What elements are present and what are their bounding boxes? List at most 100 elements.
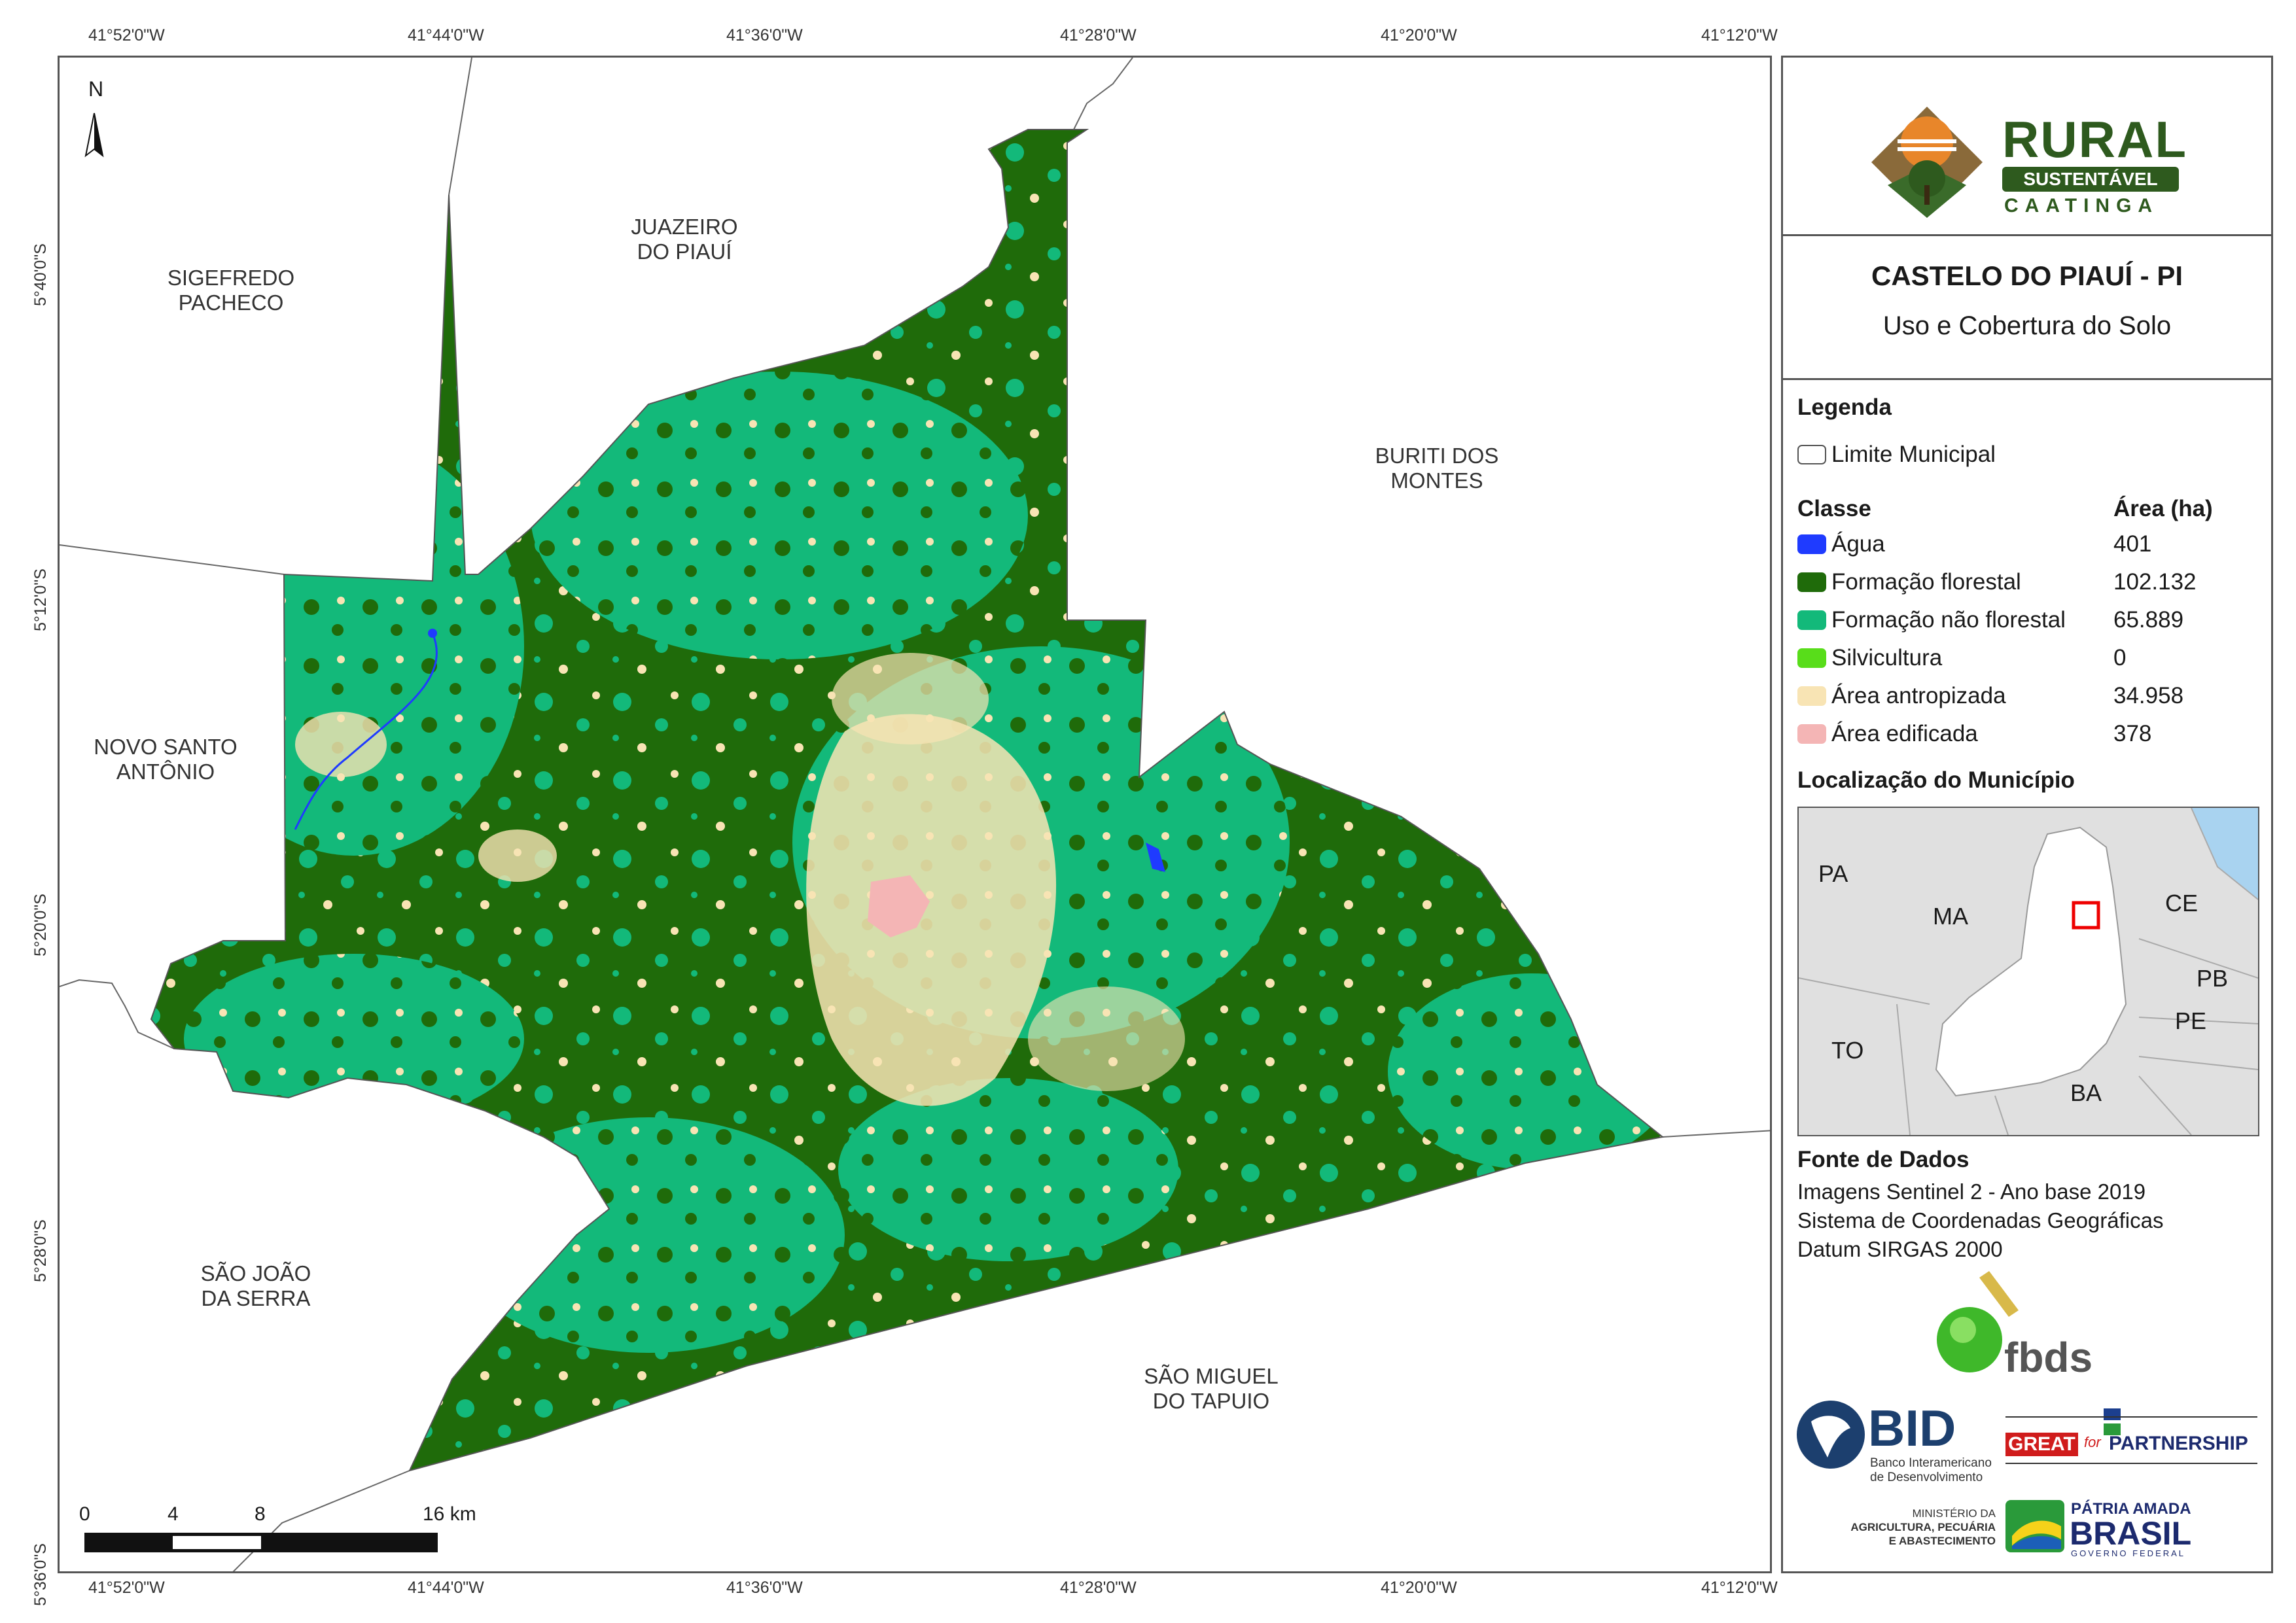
bid-logo: BID Banco Interamericano de Desenvolvimen… [1795, 1399, 2004, 1490]
ministry-text: MINISTÉRIO DA AGRICULTURA, PECUÁRIA E AB… [1850, 1507, 1996, 1547]
left-coord-3: 5°20'0"S [31, 894, 50, 956]
bid-text: BID [1868, 1399, 1956, 1457]
loc-label-pa: PA [1818, 860, 1848, 887]
neighbor-label-novo-santo: NOVO SANTO ANTÔNIO [94, 735, 238, 784]
map-canvas[interactable] [60, 58, 1772, 1573]
rural-logo: RURAL SUSTENTÁVEL CAATINGA [1862, 94, 2202, 231]
map-subtitle: Uso e Cobertura do Solo [1882, 311, 2172, 340]
location-inset-map [1799, 808, 2258, 1135]
logo-rural: RURAL [2002, 111, 2187, 168]
fbds-text: fbds [2004, 1334, 2093, 1381]
brasil-logo: PÁTRIA AMADA BRASIL GOVERNO FEDERAL [2005, 1500, 2267, 1559]
top-coord-4: 41°28'0"W [1060, 26, 1137, 44]
bottom-coord-3: 41°36'0"W [726, 1579, 803, 1597]
legend-row-formacao-florestal: Formação florestal [1797, 568, 2021, 597]
swatch-formacao-florestal [1797, 572, 1826, 592]
bottom-coord-4: 41°28'0"W [1060, 1579, 1137, 1597]
bottom-coord-6: 41°12'0"W [1701, 1579, 1778, 1597]
legend-row-formacao-nao-florestal: Formação não florestal [1797, 606, 2066, 635]
source-title: Fonte de Dados [1797, 1147, 1969, 1172]
area-formacao-florestal: 102.132 [2113, 569, 2197, 595]
area-agua: 401 [2113, 531, 2152, 557]
left-coord-4: 5°28'0"S [31, 1219, 50, 1282]
great-for: for [2084, 1434, 2101, 1450]
separator-1 [1783, 234, 2271, 236]
left-coord-5: 5°36'0"S [31, 1543, 50, 1606]
great-text: GREAT [2005, 1433, 2078, 1456]
source-line-3: Datum SIRGAS 2000 [1797, 1237, 2003, 1261]
legend-row-area-antropizada: Área antropizada [1797, 682, 2006, 710]
brasil-text: BRASIL [2070, 1515, 2192, 1552]
location-inset[interactable]: PA MA CE PB PE TO BA [1797, 807, 2259, 1136]
class-header: Classe [1797, 496, 1871, 521]
logo-caatinga: CAATINGA [2004, 195, 2159, 217]
brasil-flag-icon [2005, 1500, 2064, 1552]
swatch-area-edificada [1797, 724, 1826, 744]
scale-label-16: 16 km [423, 1503, 476, 1525]
left-coord-2: 5°12'0"S [31, 568, 50, 631]
neighbor-label-sao-joao: SÃO JOÃO DA SERRA [200, 1261, 311, 1310]
class-label-agua: Água [1831, 531, 1885, 557]
boundary-swatch [1797, 445, 1826, 464]
neighbor-label-juazeiro: JUAZEIRO DO PIAUÍ [631, 215, 738, 264]
rural-logo-icon [1871, 107, 1983, 218]
boundary-label: Limite Municipal [1831, 442, 1996, 467]
class-label-area-edificada: Área edificada [1831, 721, 1978, 746]
top-coord-5: 41°20'0"W [1381, 26, 1457, 44]
patria-text: PÁTRIA AMADA [2071, 1500, 2191, 1518]
separator-2 [1783, 378, 2271, 380]
great-logo: GREAT for PARTNERSHIP [2005, 1405, 2267, 1477]
flags-icon [2104, 1408, 2143, 1435]
area-area-antropizada: 34.958 [2113, 683, 2184, 708]
great-partnership: PARTNERSHIP [2109, 1433, 2248, 1454]
top-coord-3: 41°36'0"W [726, 26, 803, 44]
source-line-1: Imagens Sentinel 2 - Ano base 2019 [1797, 1179, 2146, 1204]
legend-row-area-edificada: Área edificada [1797, 720, 1978, 748]
scale-label-0: 0 [79, 1503, 90, 1525]
source-line-2: Sistema de Coordenadas Geográficas [1797, 1208, 2164, 1232]
class-label-silvicultura: Silvicultura [1831, 645, 1943, 671]
area-area-edificada: 378 [2113, 721, 2152, 746]
top-coord-1: 41°52'0"W [88, 26, 165, 44]
great-rule-top [2005, 1416, 2257, 1418]
legend-row-agua: Água [1797, 530, 1885, 559]
legend-boundary: Limite Municipal [1797, 440, 1996, 469]
fbds-logo-icon [1937, 1271, 2019, 1372]
legend-title: Legenda [1797, 394, 1892, 420]
loc-label-pe: PE [2175, 1007, 2207, 1034]
loc-label-ce: CE [2165, 890, 2199, 916]
north-arrow-icon [84, 113, 104, 158]
scale-label-4: 4 [168, 1503, 179, 1525]
area-silvicultura: 0 [2113, 645, 2127, 671]
map-title: CASTELO DO PIAUÍ - PI [1871, 260, 2183, 291]
logo-sustentavel: SUSTENTÁVEL [2002, 167, 2179, 192]
class-label-area-antropizada: Área antropizada [1831, 683, 2006, 708]
top-coord-6: 41°12'0"W [1701, 26, 1778, 44]
map-frame[interactable]: N SIGEFREDO PACHECO JUAZEIRO DO PIAUÍ BURI… [58, 56, 1772, 1573]
class-label-formacao-florestal: Formação florestal [1831, 569, 2021, 595]
left-coord-1: 5°40'0"S [31, 243, 50, 306]
bid-subtext: Banco Interamericano de Desenvolvimento [1870, 1456, 1992, 1484]
area-header: Área (ha) [2113, 496, 2213, 521]
location-title: Localização do Município [1797, 767, 2075, 793]
swatch-area-antropizada [1797, 686, 1826, 706]
scale-bar [84, 1533, 438, 1552]
great-rule-bottom [2005, 1463, 2257, 1464]
swatch-formacao-nao-florestal [1797, 610, 1826, 630]
legend-row-silvicultura: Silvicultura [1797, 644, 1942, 672]
gov-text: GOVERNO FEDERAL [2071, 1548, 2186, 1558]
loc-label-to: TO [1831, 1037, 1864, 1064]
info-panel: RURAL SUSTENTÁVEL CAATINGA CASTELO DO PI… [1781, 56, 2273, 1573]
land-cover-area[interactable] [60, 58, 1772, 1573]
scale-label-8: 8 [255, 1503, 266, 1525]
north-label: N [88, 77, 104, 101]
class-label-formacao-nao-florestal: Formação não florestal [1831, 607, 2066, 633]
loc-label-ma: MA [1933, 903, 1968, 930]
fbds-logo: fbds [1934, 1271, 2130, 1389]
top-coord-2: 41°44'0"W [408, 26, 484, 44]
source-text: Imagens Sentinel 2 - Ano base 2019 Siste… [1797, 1178, 2164, 1264]
neighbor-boundaries [60, 58, 1770, 1571]
neighbor-label-buriti: BURITI DOS MONTES [1375, 444, 1499, 493]
bottom-coord-5: 41°20'0"W [1381, 1579, 1457, 1597]
loc-label-pb: PB [2197, 965, 2229, 992]
